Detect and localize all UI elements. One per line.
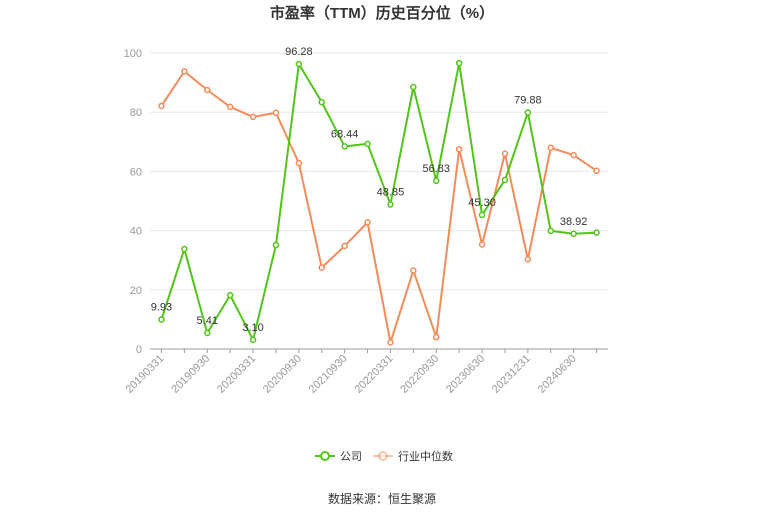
data-label: 68.44 bbox=[331, 128, 359, 140]
point bbox=[410, 83, 417, 91]
x-tick-label: 20240630 bbox=[536, 353, 579, 396]
x-tick-label: 20210930 bbox=[307, 353, 350, 396]
legend-marker bbox=[320, 451, 330, 461]
point bbox=[387, 339, 394, 346]
point bbox=[455, 145, 463, 153]
point bbox=[181, 245, 188, 253]
point bbox=[593, 167, 600, 175]
data-label: 48.85 bbox=[377, 186, 405, 198]
x-tick-label: 20220331 bbox=[352, 353, 395, 396]
data-label: 38.92 bbox=[560, 216, 588, 228]
legend-marker bbox=[378, 451, 388, 461]
source: 数据来源：恒生聚源 bbox=[328, 491, 436, 506]
point bbox=[318, 264, 325, 271]
point bbox=[204, 329, 211, 337]
data-label: 3.10 bbox=[242, 322, 263, 334]
chart-title: 市盈率（TTM）历史百分位（%） bbox=[270, 4, 494, 22]
point bbox=[204, 86, 211, 94]
x-tick-label: 20200331 bbox=[215, 353, 258, 396]
data-label: 96.28 bbox=[285, 46, 313, 58]
x-tick-label: 20220930 bbox=[398, 353, 441, 396]
point bbox=[547, 144, 554, 151]
point bbox=[249, 113, 257, 121]
point bbox=[295, 159, 303, 167]
point bbox=[570, 151, 577, 159]
point bbox=[341, 242, 348, 250]
y-tick-label: 100 bbox=[124, 48, 142, 60]
point bbox=[249, 336, 257, 344]
y-tick-label: 80 bbox=[130, 107, 142, 119]
point bbox=[272, 241, 280, 249]
point bbox=[547, 227, 554, 235]
data-label: 56.83 bbox=[422, 163, 450, 175]
y-tick-label: 60 bbox=[130, 166, 142, 178]
point bbox=[433, 177, 440, 185]
x-tick-label: 20190930 bbox=[169, 353, 212, 396]
point bbox=[593, 229, 600, 236]
point bbox=[524, 256, 532, 263]
x-tick-label: 20190331 bbox=[123, 353, 166, 396]
point bbox=[226, 103, 234, 111]
point bbox=[455, 59, 463, 67]
series-line bbox=[160, 69, 598, 343]
legend-label: 行业中位数 bbox=[398, 449, 453, 463]
x-tick-label: 20200930 bbox=[261, 353, 304, 396]
y-tick-label: 0 bbox=[136, 344, 142, 356]
data-label: 9.93 bbox=[151, 302, 172, 314]
point bbox=[433, 333, 440, 341]
point bbox=[318, 98, 325, 106]
point bbox=[364, 140, 371, 148]
point bbox=[478, 211, 486, 219]
y-tick-label: 40 bbox=[130, 226, 142, 238]
x-tick-label: 20230630 bbox=[444, 353, 487, 396]
point bbox=[387, 201, 394, 208]
x-tick-label: 20231231 bbox=[490, 353, 533, 396]
data-label: 45.30 bbox=[468, 197, 496, 209]
point bbox=[410, 267, 417, 274]
point bbox=[570, 230, 577, 238]
y-tick-label: 20 bbox=[130, 285, 142, 297]
point bbox=[478, 241, 486, 248]
data-label: 5.41 bbox=[197, 315, 218, 327]
legend-label: 公司 bbox=[340, 451, 362, 463]
point bbox=[501, 176, 509, 184]
point bbox=[272, 109, 280, 117]
data-label: 79.88 bbox=[514, 95, 542, 107]
point bbox=[364, 219, 371, 226]
point bbox=[158, 102, 165, 110]
point bbox=[524, 109, 532, 116]
point bbox=[341, 143, 348, 150]
series-line bbox=[160, 61, 597, 343]
point bbox=[295, 60, 303, 68]
point bbox=[226, 291, 234, 299]
point bbox=[158, 316, 165, 323]
point bbox=[501, 150, 509, 157]
point bbox=[181, 68, 188, 75]
